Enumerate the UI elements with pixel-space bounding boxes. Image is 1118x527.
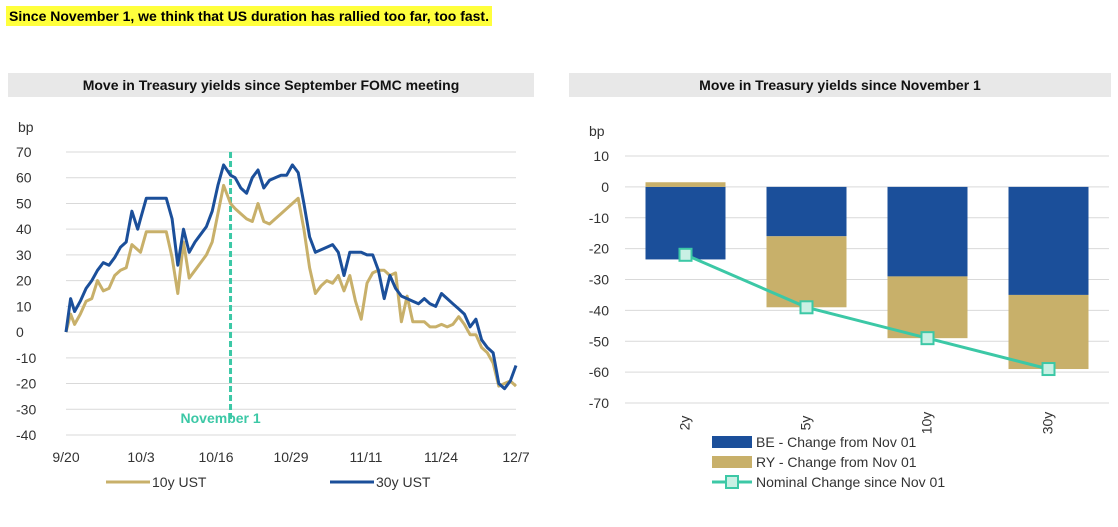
x-tick-label: 30y — [1040, 412, 1056, 435]
line-chart-title: Move in Treasury yields since September … — [8, 73, 534, 97]
x-tick-label: 10/3 — [127, 449, 154, 465]
y-tick-label: 20 — [16, 273, 32, 289]
y-tick-label: -50 — [589, 333, 609, 349]
y-tick-label: 10 — [16, 298, 32, 314]
y-tick-label: 70 — [16, 144, 32, 160]
x-tick-label: 11/11 — [350, 449, 383, 465]
y-tick-label: 10 — [593, 148, 609, 164]
headline: Since November 1, we think that US durat… — [6, 6, 492, 26]
y-axis-label: bp — [589, 123, 605, 139]
be-bar — [887, 186, 968, 277]
y-tick-label: 40 — [16, 221, 32, 237]
nominal-change-marker — [920, 331, 935, 346]
legend-marker — [725, 475, 739, 489]
y-tick-label: -70 — [589, 395, 609, 411]
y-tick-label: -40 — [16, 427, 36, 443]
y-tick-label: 50 — [16, 195, 32, 211]
be-bar — [1008, 186, 1089, 295]
legend-label: Nominal Change since Nov 01 — [756, 474, 945, 490]
y-tick-label: -30 — [16, 401, 36, 417]
y-tick-label: -20 — [589, 241, 609, 257]
y-tick-label: 60 — [16, 170, 32, 186]
legend-label: 30y UST — [376, 474, 431, 490]
x-tick-label: 9/20 — [52, 449, 79, 465]
line-chart-panel: Move in Treasury yields since September … — [8, 73, 534, 490]
legend-label: RY - Change from Nov 01 — [756, 454, 917, 470]
x-tick-label: 11/24 — [424, 449, 458, 465]
10y-ust-line — [64, 183, 518, 388]
bar-chart-panel: Move in Treasury yields since November 1… — [569, 73, 1111, 490]
line-chart: bp 70 60 50 40 30 20 10 0 -10 -20 -30 -40 9/20 10/3 10/… — [16, 119, 530, 490]
x-tick-label: 2y — [677, 416, 693, 431]
legend-label: BE - Change from Nov 01 — [756, 434, 917, 450]
y-tick-label: -10 — [16, 350, 36, 366]
y-tick-label: -10 — [589, 210, 609, 226]
legend-swatch — [712, 436, 752, 448]
ry-bar — [645, 182, 726, 187]
ry-bar — [887, 276, 968, 339]
30y-ust-line — [64, 163, 518, 391]
y-tick-label: 0 — [601, 179, 609, 195]
november-1-label: November 1 — [181, 410, 261, 426]
x-tick-label: 10/29 — [273, 449, 308, 465]
y-tick-label: 30 — [16, 247, 32, 263]
y-tick-label: 0 — [16, 324, 24, 340]
x-tick-label: 10y — [919, 412, 935, 435]
nominal-change-marker — [678, 247, 693, 262]
legend-label: 10y UST — [152, 474, 207, 490]
x-tick-label: 12/7 — [502, 449, 529, 465]
x-tick-label: 10/16 — [198, 449, 233, 465]
nominal-change-marker — [1041, 362, 1056, 377]
y-tick-label: -40 — [589, 302, 609, 318]
y-axis-label: bp — [18, 119, 34, 135]
y-tick-label: -60 — [589, 364, 609, 380]
bar-chart: bp 10 0 -10 -20 -30 -40 -50 -60 -70 2y 5y 10y 30y BE -… — [589, 123, 1109, 490]
be-bar — [766, 186, 847, 237]
y-tick-label: -30 — [589, 272, 609, 288]
legend-swatch — [712, 456, 752, 468]
nominal-change-line — [684, 253, 1049, 371]
be-bar — [645, 186, 726, 260]
ry-bar — [1008, 294, 1089, 370]
nominal-change-marker — [799, 300, 814, 315]
bar-chart-title: Move in Treasury yields since November 1 — [569, 73, 1111, 97]
x-tick-label: 5y — [798, 416, 814, 431]
y-tick-label: -20 — [16, 376, 36, 392]
